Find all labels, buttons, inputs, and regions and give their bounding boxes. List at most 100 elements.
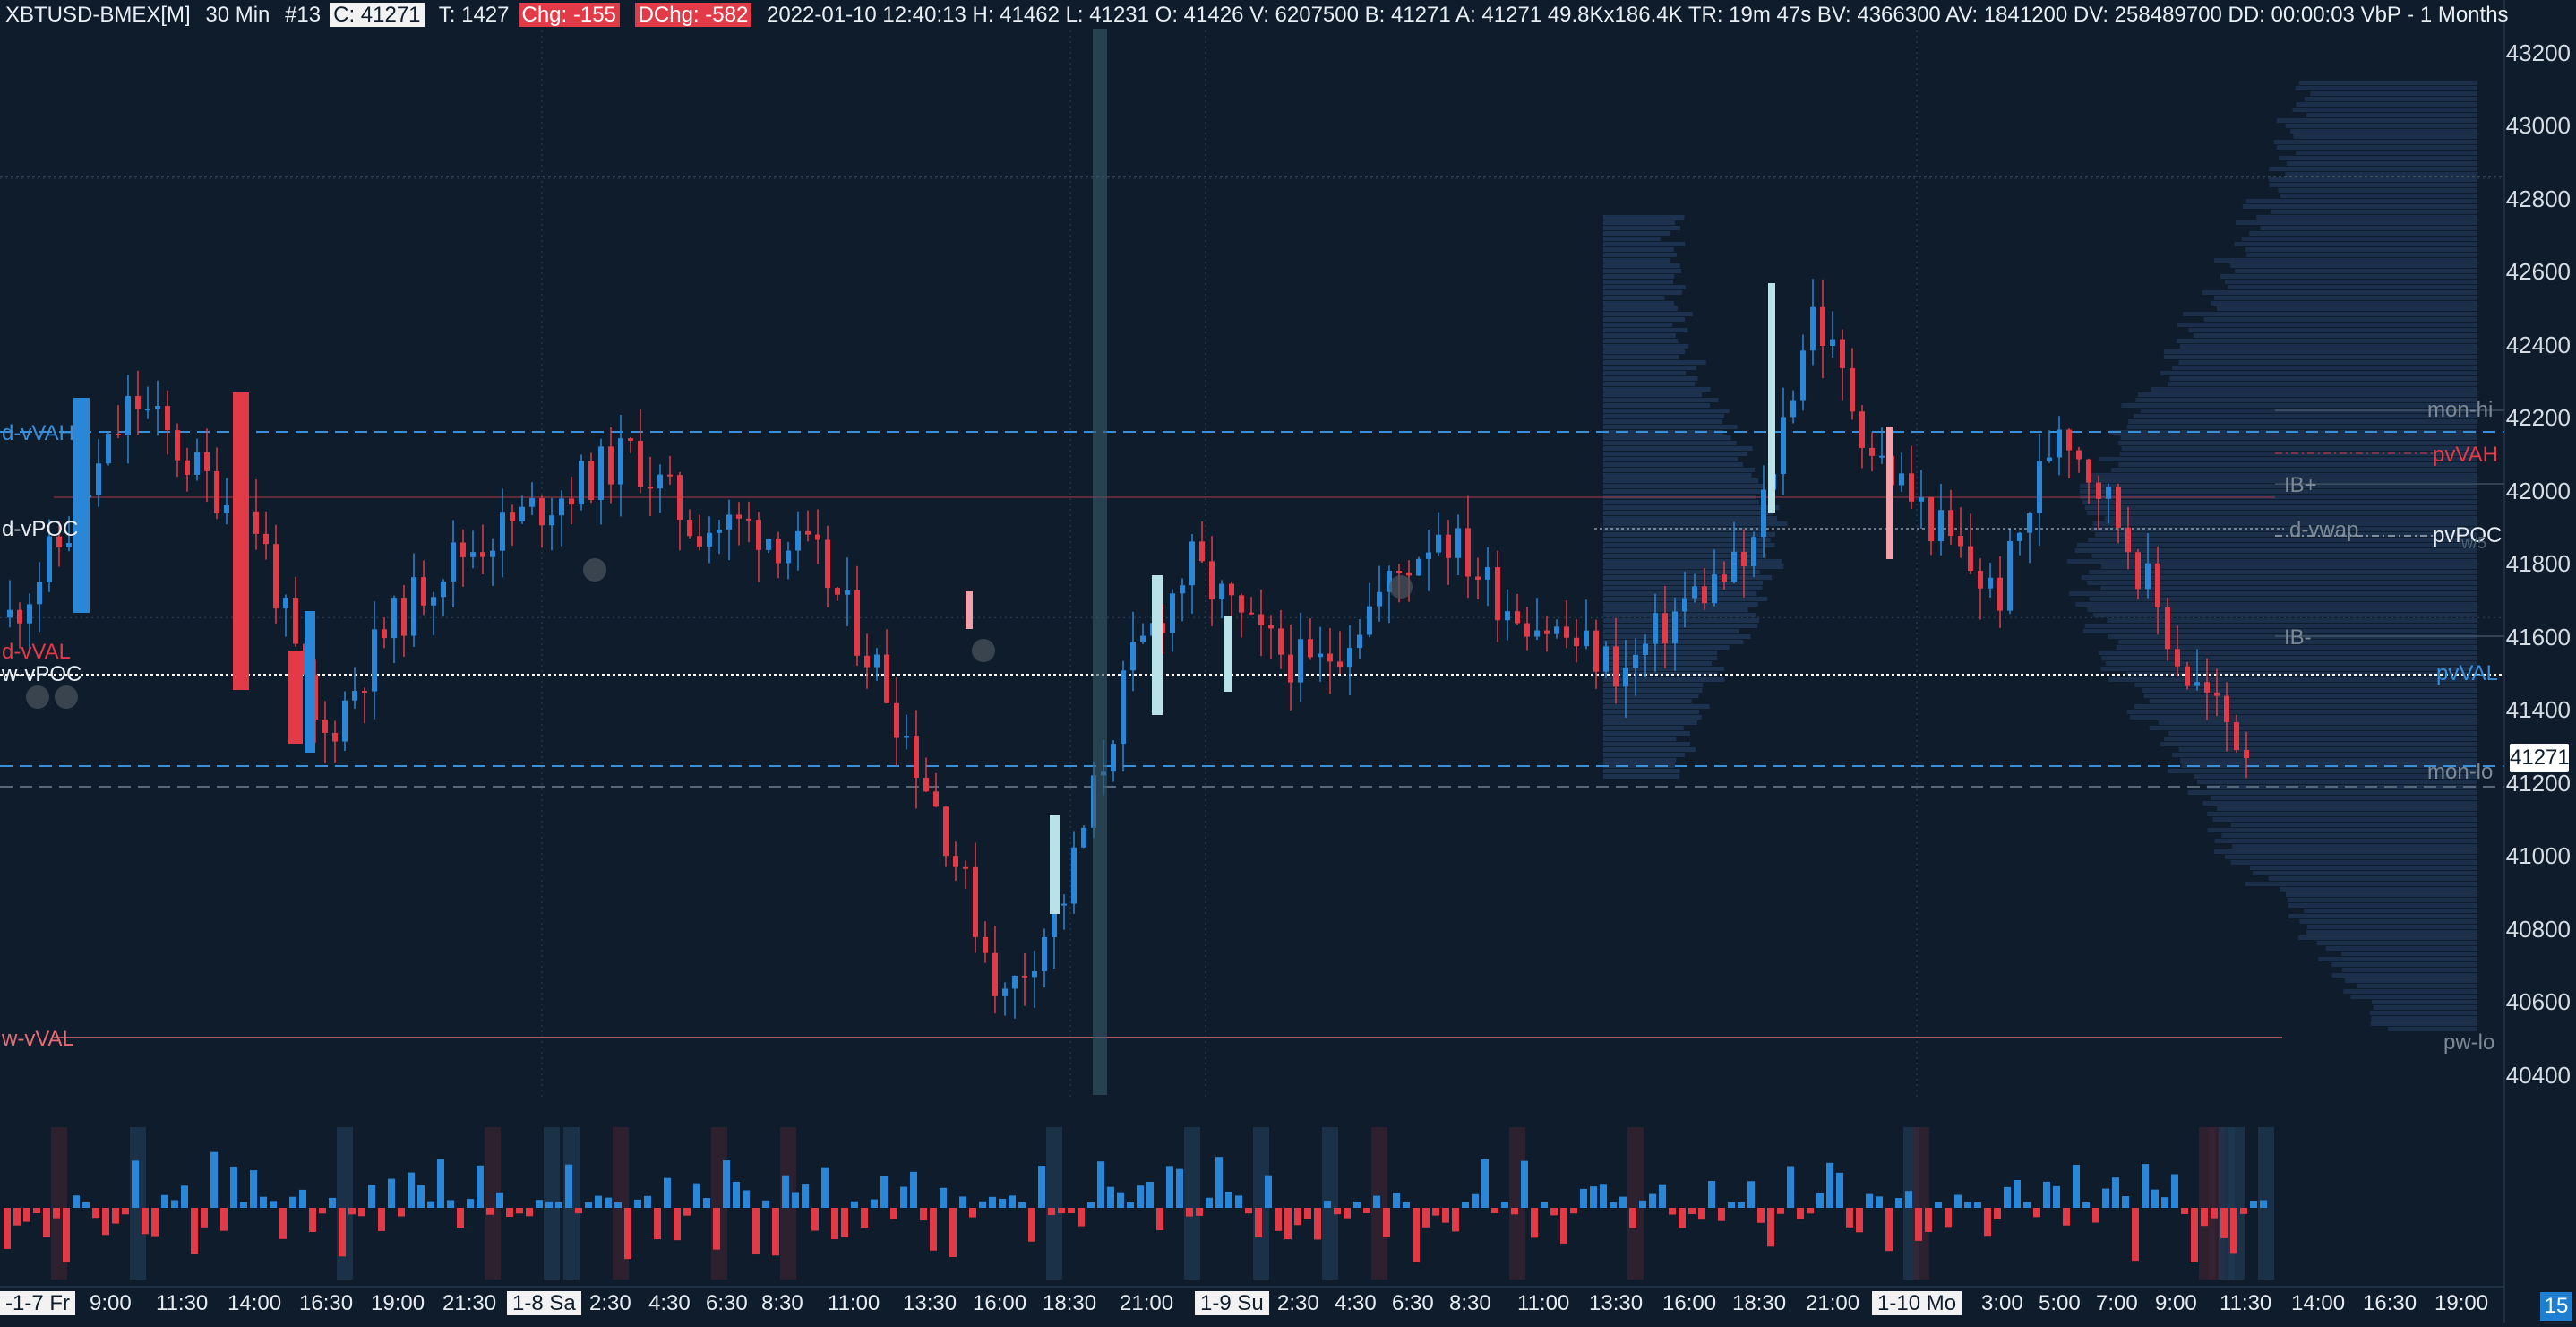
session-profile-bar	[1603, 242, 1685, 246]
volume-bar	[752, 1208, 760, 1255]
time-cursor[interactable]	[1093, 29, 1107, 1095]
price-tick: 41600	[2505, 624, 2571, 651]
candle-body	[736, 514, 742, 519]
session-profile-bar	[1603, 333, 1676, 338]
volume-bar	[1284, 1208, 1292, 1240]
candle-body	[1859, 411, 1865, 448]
profile-bar	[2278, 188, 2477, 193]
candle-body	[37, 582, 42, 605]
time-tick: 14:00	[228, 1291, 282, 1315]
profile-bar	[2249, 231, 2477, 236]
volume-bar	[1974, 1202, 1981, 1208]
profile-bar	[2296, 151, 2477, 155]
ib-plus-label: IB+	[2284, 473, 2317, 497]
dchg-value: DChg: -582	[634, 3, 752, 27]
profile-bar	[2143, 694, 2477, 698]
profile-bar	[2095, 532, 2477, 537]
profile-bar	[2331, 962, 2477, 967]
volume-bar	[1856, 1208, 1863, 1233]
session-profile-bar	[1603, 376, 1698, 381]
candle-body	[1465, 528, 1471, 577]
interval-label[interactable]: 30 Min	[205, 3, 270, 27]
time-tick: 8:30	[1449, 1291, 1491, 1315]
candle-body	[1347, 648, 1352, 668]
volume-bar	[1462, 1202, 1469, 1208]
time-tick: 3:00	[1981, 1291, 2023, 1315]
candle-body	[795, 530, 801, 551]
profile-bar	[2091, 554, 2477, 558]
profile-bar	[2211, 796, 2477, 800]
profile-bar	[2207, 828, 2477, 832]
session-profile-bar	[1603, 651, 1718, 655]
event-marker	[1389, 575, 1413, 599]
candle-body	[983, 936, 988, 953]
profile-bar	[2082, 500, 2477, 504]
candle-body	[1229, 583, 1234, 596]
session-profile-bar	[1603, 328, 1688, 332]
profile-bar	[2089, 597, 2477, 601]
candle-body	[56, 536, 62, 547]
profile-bar	[2217, 806, 2477, 811]
candle-body	[1593, 630, 1599, 672]
candle-body	[992, 952, 998, 996]
volume-bar	[1935, 1202, 1942, 1208]
profile-bar	[2164, 737, 2477, 741]
profile-bar	[2388, 1027, 2477, 1031]
profile-bar	[2214, 839, 2477, 843]
profile-bar	[2296, 102, 2477, 107]
profile-bar	[2373, 1005, 2477, 1010]
profile-bar	[2270, 210, 2477, 214]
profile-bar	[2137, 392, 2477, 397]
session-profile-bar	[1603, 699, 1692, 703]
volume-bar	[299, 1189, 306, 1208]
profile-bar	[2287, 898, 2477, 902]
profile-bar	[2241, 237, 2477, 241]
candle-body	[1012, 975, 1018, 989]
candle-body	[569, 498, 574, 505]
candle-body	[135, 395, 141, 409]
volume-bar	[1127, 1202, 1134, 1208]
volume-bar	[2142, 1164, 2149, 1208]
time-tick: 9:00	[90, 1291, 132, 1315]
candle-body	[1524, 623, 1530, 637]
volume-bar	[427, 1201, 434, 1208]
candle-body	[441, 581, 446, 598]
candles[interactable]	[7, 279, 2249, 1019]
d-vval-label: d-vVAL	[2, 640, 71, 664]
volume-bar	[1866, 1193, 1873, 1208]
session-profile-bar	[1603, 339, 1679, 343]
profile-bar	[2088, 538, 2477, 542]
volume-bar	[989, 1196, 996, 1208]
profile-bar	[2127, 419, 2477, 424]
profile-bar	[2203, 317, 2477, 322]
volume-bar	[477, 1165, 484, 1208]
volume-bar	[1619, 1196, 1627, 1208]
candle-body	[1436, 534, 1441, 553]
page-number-badge[interactable]: 15	[2540, 1292, 2572, 1321]
trades-value: T: 1427	[438, 3, 510, 27]
symbol-name[interactable]: XBTUSD-BMEX[M]	[5, 3, 191, 27]
date-chip: -1-7 Fr	[0, 1291, 75, 1315]
candle-body	[1111, 744, 1116, 772]
candle-body	[1613, 646, 1619, 687]
candle-body	[835, 588, 840, 595]
volume-bar	[1550, 1208, 1558, 1216]
candle-body	[588, 461, 594, 500]
profile-bar	[2343, 989, 2477, 994]
volume-bar	[2102, 1188, 2109, 1208]
volume-bar	[654, 1208, 661, 1240]
volume-bar	[1984, 1208, 1991, 1237]
volume-bar	[614, 1202, 622, 1208]
volume-bar	[1501, 1202, 1508, 1208]
bar-details: 2022-01-10 12:40:13 H: 41462 L: 41231 O:…	[766, 3, 2513, 27]
candle-body	[500, 512, 505, 551]
profile-bar	[2341, 952, 2477, 956]
profile-bar	[2180, 758, 2477, 763]
volume-bar	[1294, 1208, 1301, 1226]
candle-body	[2106, 487, 2111, 499]
candle-body	[963, 866, 968, 869]
volume-highlight	[485, 1127, 501, 1280]
candle-body	[96, 463, 101, 495]
